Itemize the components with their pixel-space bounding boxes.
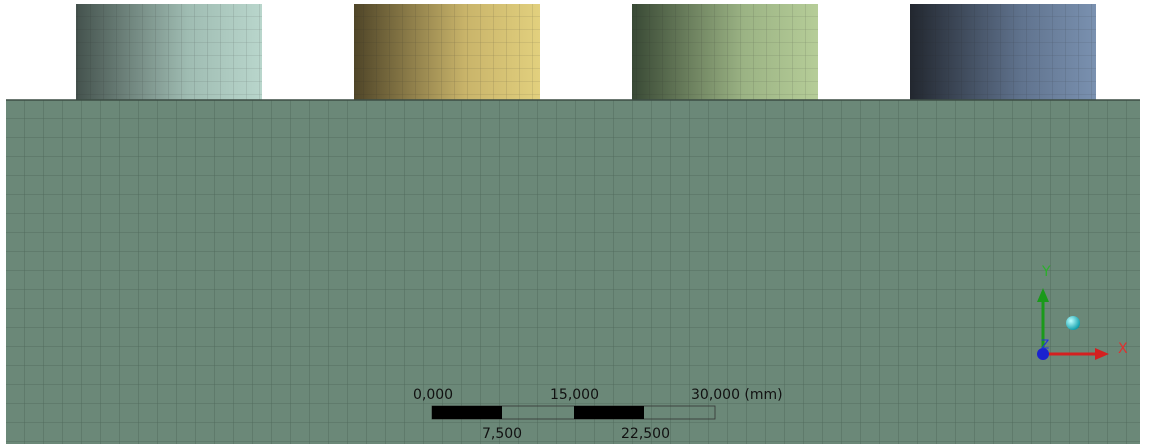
cylinder-mesh	[632, 4, 818, 100]
x-label: X	[1118, 341, 1128, 357]
cylinder-mesh	[354, 4, 540, 100]
scale-segment	[574, 406, 644, 419]
scale-label: 0,000	[413, 387, 453, 403]
scale-label: 30,000 (mm)	[691, 387, 783, 403]
scale-label: 15,000	[550, 387, 599, 403]
viewport: 0,000 15,000 30,000 (mm) 7,500 22,500 Y …	[0, 0, 1150, 444]
scale-label: 22,500	[621, 426, 670, 442]
cylinder-mesh	[910, 4, 1096, 100]
scale-label: 7,500	[482, 426, 522, 442]
cylinders	[76, 4, 1096, 100]
cylinder-mesh	[76, 4, 262, 100]
scale-segment	[432, 406, 502, 419]
z-label: Z	[1041, 338, 1049, 352]
y-label: Y	[1041, 264, 1051, 280]
iso-sphere	[1066, 316, 1080, 330]
